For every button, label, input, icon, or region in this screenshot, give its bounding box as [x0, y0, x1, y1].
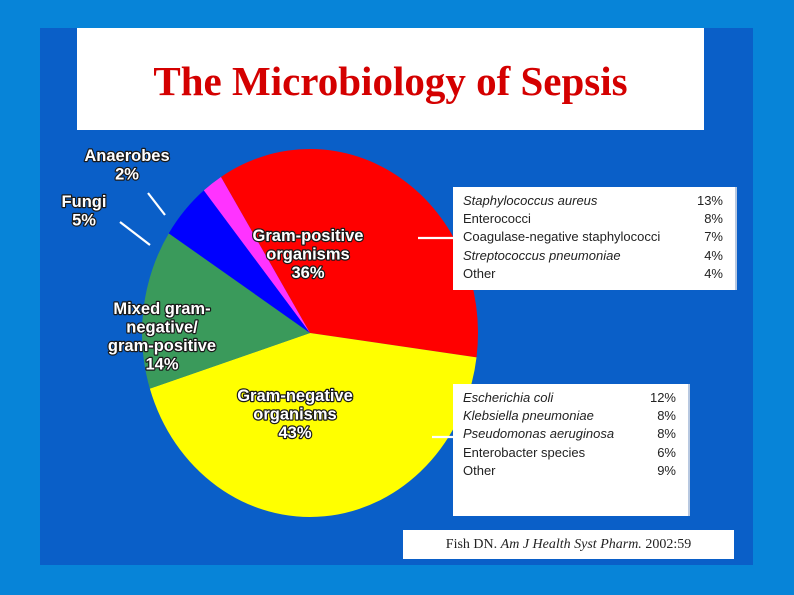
citation-year: 2002:59 [645, 536, 692, 552]
anaerobes-leader [147, 192, 166, 216]
slice-label-gram-negative: Gram-negative organisms 43% [237, 387, 353, 442]
slice-label-anaerobes: Anaerobes 2% [84, 147, 169, 184]
breakdown-value: 9% [657, 462, 676, 478]
pie-slice-fungi [168, 190, 310, 333]
breakdown-value: 7% [704, 229, 723, 245]
gram-negative-breakdown-box: Escherichia coli 12% Klebsiella pneumoniae… [453, 384, 690, 516]
slide: The Microbiology of Sepsis Gram-positive… [40, 28, 753, 565]
pie-slice-gram-positive [220, 149, 478, 358]
breakdown-value: 8% [657, 408, 676, 424]
breakdown-value: 12% [649, 390, 676, 405]
breakdown-value: 4% [704, 247, 723, 263]
breakdown-row: Klebsiella pneumoniae 8% [463, 407, 688, 425]
breakdown-name: Other [463, 265, 496, 281]
citation-journal: Am J Health Syst Pharm. [500, 536, 642, 552]
breakdown-row: Enterococci 8% [463, 210, 735, 228]
breakdown-name: Streptococcus pneumoniae [463, 247, 621, 263]
breakdown-value: 4% [704, 265, 723, 281]
breakdown-value: 8% [704, 211, 723, 227]
citation-author: Fish DN. [445, 536, 498, 552]
pie-slice-anaerobes [203, 176, 310, 333]
breakdown-row: Pseudomonas aeruginosa 8% [463, 425, 688, 443]
pie-chart: Gram-positive organisms 36% Gram-negative or… [60, 146, 478, 518]
breakdown-name: Enterobacter species [463, 444, 586, 460]
slice-label-gram-positive: Gram-positive organisms 36% [253, 227, 364, 282]
breakdown-name: Escherichia coli [463, 390, 554, 405]
page-title: The Microbiology of Sepsis [153, 58, 628, 104]
breakdown-row: Other 4% [463, 265, 735, 283]
breakdown-row: Enterobacter species 6% [463, 444, 688, 462]
breakdown-name: Enterococci [463, 211, 531, 227]
breakdown-name: Other [463, 462, 496, 478]
fungi-leader [119, 221, 151, 246]
pie-slice-mixed [141, 233, 310, 389]
breakdown-value: 6% [657, 444, 676, 460]
breakdown-row: Escherichia coli 12% [463, 389, 688, 407]
breakdown-row: Staphylococcus aureus 13% [463, 192, 735, 210]
breakdown-row: Other 9% [463, 462, 688, 480]
title-box: The Microbiology of Sepsis [77, 28, 704, 130]
breakdown-row: Streptococcus pneumoniae 4% [463, 247, 735, 265]
slice-label-mixed: Mixed gram-negative/gram-positive 14% [108, 300, 216, 374]
slice-label-fungi: Fungi 5% [62, 193, 107, 230]
breakdown-value: 13% [696, 193, 723, 208]
citation: Fish DN. Am J Health Syst Pharm. 2002:59 [403, 530, 734, 559]
breakdown-name: Pseudomonas aeruginosa [463, 426, 615, 442]
breakdown-name: Staphylococcus aureus [463, 193, 598, 208]
breakdown-value: 8% [657, 426, 676, 442]
pie-slice-gram-negative [149, 333, 477, 518]
breakdown-name: Klebsiella pneumoniae [463, 408, 594, 424]
breakdown-row: Coagulase-negative staphylococci 7% [463, 228, 735, 246]
gram-positive-breakdown-box: Staphylococcus aureus 13% Enterococci 8% Coa… [453, 187, 737, 290]
breakdown-name: Coagulase-negative staphylococci [463, 229, 661, 245]
